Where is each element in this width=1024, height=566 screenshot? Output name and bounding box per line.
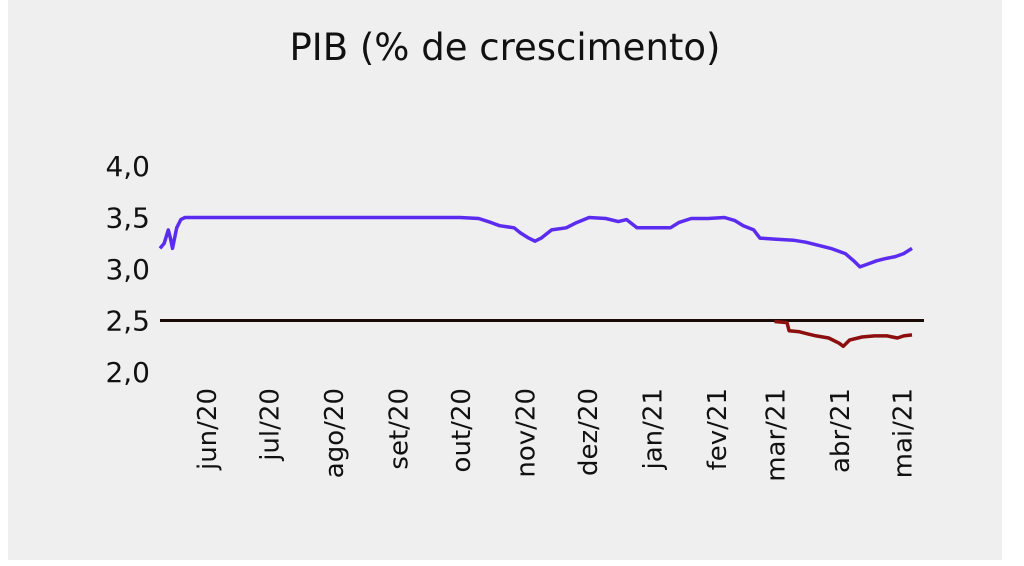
x-tick-label: set/20 [384, 388, 414, 470]
y-axis-ticks: 4,0 3,5 3,0 2,5 2,0 [105, 150, 150, 389]
x-tick-label: ago/20 [320, 388, 350, 478]
x-tick-label: mai/21 [889, 388, 919, 478]
x-tick-label: abr/21 [826, 388, 856, 473]
x-tick-label: out/20 [447, 388, 477, 472]
y-tick-label: 2,5 [105, 305, 150, 338]
x-tick-label: jan/21 [639, 388, 669, 470]
y-tick-label: 4,0 [105, 150, 150, 183]
series-lines [158, 215, 924, 349]
x-tick-label: jul/20 [255, 388, 285, 462]
x-axis-ticks: jun/20 jul/20 ago/20 set/20 out/20 nov/20 dez/… [193, 388, 919, 482]
chart-title: PIB (% de crescimento) [290, 26, 721, 69]
x-tick-label: fev/21 [703, 388, 733, 470]
x-tick-label: mar/21 [762, 388, 792, 482]
y-tick-label: 2,0 [105, 356, 150, 389]
x-tick-label: jun/20 [193, 388, 223, 471]
chart-background [8, 0, 1002, 560]
gdp-series-line-red [774, 319, 913, 349]
x-tick-label: dez/20 [574, 388, 604, 476]
y-tick-label: 3,0 [105, 253, 150, 286]
gdp-series-line-blue [158, 215, 913, 269]
y-tick-label: 3,5 [105, 202, 150, 235]
x-tick-label: nov/20 [512, 388, 542, 478]
